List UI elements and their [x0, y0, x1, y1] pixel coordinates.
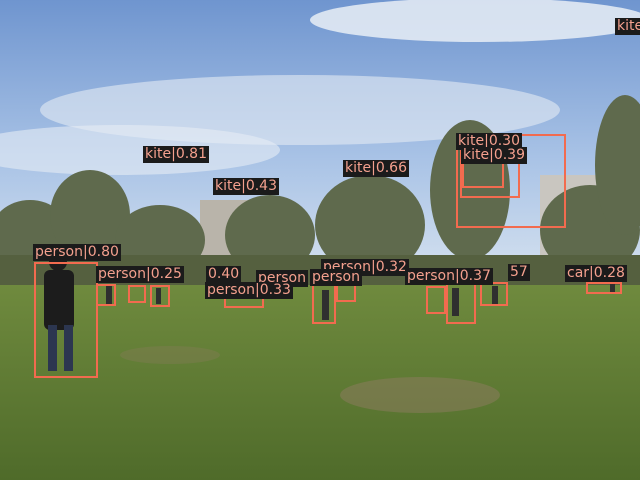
- detection-box: [446, 280, 476, 324]
- detection-label: kite|0.81: [143, 146, 209, 163]
- detection-label: person|0.33: [205, 282, 293, 299]
- detection-label: car|0.28: [565, 265, 627, 282]
- detection-label: 57: [508, 264, 530, 281]
- detection-label: kite|0.30: [456, 133, 522, 150]
- dirt-patch: [120, 346, 220, 364]
- detection-label: person|0.37: [405, 268, 493, 285]
- detection-box: [96, 284, 116, 306]
- detection-box: [426, 286, 446, 314]
- cloud: [0, 125, 280, 175]
- detection-label: 0.40: [206, 266, 242, 283]
- detection-label: kite|0.39: [461, 147, 527, 164]
- cloud: [310, 0, 640, 42]
- detection-box: [150, 285, 170, 307]
- detection-label: kite: [615, 18, 640, 35]
- detection-label: kite|0.66: [343, 160, 409, 177]
- detection-box: [586, 282, 622, 294]
- distant-people: [106, 284, 615, 320]
- detection-label: person|0.25: [96, 266, 184, 283]
- detection-label: kite|0.43: [213, 178, 279, 195]
- detection-label: person|0.80: [33, 244, 121, 261]
- detection-label: person: [310, 269, 362, 286]
- detection-box: [480, 282, 508, 306]
- dirt-patch: [340, 377, 500, 413]
- detection-box: [462, 162, 504, 188]
- lawn: [0, 285, 640, 480]
- detection-box: [34, 262, 98, 378]
- detection-box: [128, 285, 146, 303]
